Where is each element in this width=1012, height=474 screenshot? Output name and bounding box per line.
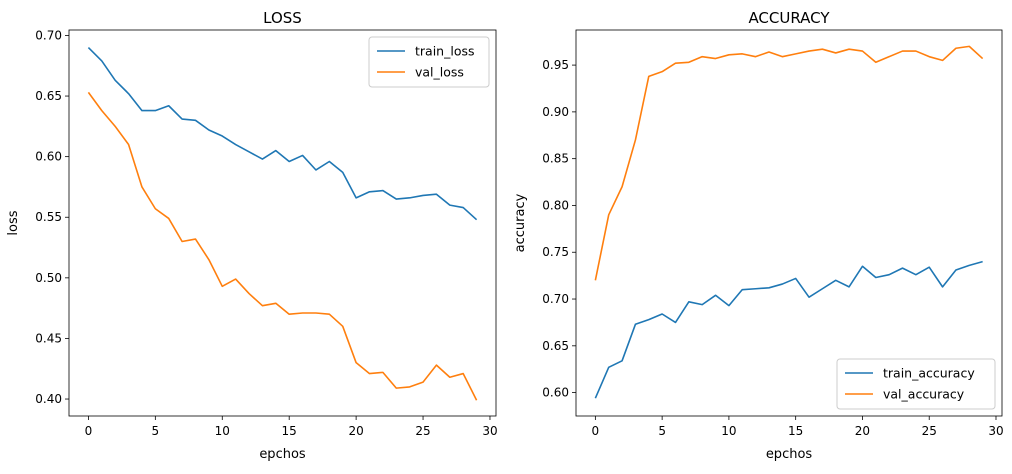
- accuracy-chart-ytick-label: 0.75: [542, 245, 569, 259]
- accuracy-chart: ACCURACY epchos accuracy 0 5 10 15 20 25 30 0.6…: [513, 9, 1004, 462]
- loss-chart-ytick-label: 0.50: [35, 271, 62, 285]
- loss-chart-xtick-label: 0: [85, 424, 93, 438]
- loss-chart-ytick-label: 0.65: [35, 89, 62, 103]
- series-line-train-loss: [87, 47, 478, 221]
- legend-label-val-accuracy: val_accuracy: [883, 387, 965, 402]
- loss-chart-xtick-label: 30: [482, 424, 497, 438]
- series-line-val-loss: [87, 91, 478, 401]
- legend-label-train-loss: train_loss: [415, 44, 475, 59]
- loss-chart-xlabel: epchos: [259, 447, 306, 462]
- accuracy-chart-xtick-label: 30: [988, 424, 1003, 438]
- accuracy-chart-ytick-label: 0.70: [542, 292, 569, 306]
- loss-chart-xtick-label: 5: [152, 424, 160, 438]
- loss-chart-plot-area: [68, 29, 497, 417]
- accuracy-chart-ytick-label: 0.60: [542, 386, 569, 400]
- accuracy-chart-xtick-label: 25: [922, 424, 937, 438]
- accuracy-chart-legend-box: [836, 358, 996, 410]
- loss-chart-ytick-label: 0.70: [35, 28, 62, 42]
- accuracy-chart-ytick-label: 0.80: [542, 198, 569, 212]
- accuracy-chart-title: ACCURACY: [748, 9, 830, 27]
- loss-chart-ytick-label: 0.55: [35, 210, 62, 224]
- loss-chart-ticks: 0 5 10 15 20 25 30 0.40 0.45 0.50 0.55 0.60 0.65 0.70: [35, 28, 497, 438]
- loss-chart: LOSS epchos loss 0 5 10 15 20 25 30 0.40 0.45 0.5…: [6, 9, 498, 462]
- accuracy-chart-ytick-label: 0.90: [542, 105, 569, 119]
- loss-chart-ytick-label: 0.40: [35, 392, 62, 406]
- legend-label-val-loss: val_loss: [415, 65, 464, 80]
- loss-chart-xtick-label: 15: [282, 424, 297, 438]
- loss-chart-ylabel: loss: [6, 210, 21, 235]
- accuracy-chart-axes-frame: [575, 29, 1003, 417]
- accuracy-chart-xtick-label: 10: [721, 424, 736, 438]
- series-line-val-accuracy: [594, 45, 984, 281]
- accuracy-chart-xlabel: epchos: [766, 447, 813, 462]
- loss-chart-xtick-label: 20: [348, 424, 363, 438]
- loss-chart-legend: train_loss val_loss: [368, 36, 490, 88]
- accuracy-chart-xtick-label: 0: [592, 424, 600, 438]
- accuracy-chart-ytick-label: 0.85: [542, 152, 569, 166]
- accuracy-chart-ytick-label: 0.95: [542, 58, 569, 72]
- legend-label-train-accuracy: train_accuracy: [883, 366, 975, 381]
- series-line-train-accuracy: [594, 260, 983, 399]
- accuracy-chart-plot-area: [575, 29, 1003, 417]
- loss-chart-xtick-label: 25: [415, 424, 430, 438]
- accuracy-chart-xtick-label: 5: [658, 424, 666, 438]
- accuracy-chart-xtick-label: 15: [788, 424, 803, 438]
- accuracy-chart-ylabel: accuracy: [513, 193, 528, 252]
- accuracy-chart-ytick-label: 0.65: [542, 339, 569, 353]
- accuracy-chart-xtick-label: 20: [855, 424, 870, 438]
- loss-chart-ytick-label: 0.60: [35, 150, 62, 164]
- loss-chart-axes-frame: [68, 29, 497, 417]
- accuracy-chart-ticks: 0 5 10 15 20 25 30 0.60 0.65 0.70 0.75 0.80 0.85 0.90…: [542, 58, 1003, 438]
- accuracy-chart-legend: train_accuracy val_accuracy: [836, 358, 996, 410]
- loss-chart-ytick-label: 0.45: [35, 331, 62, 345]
- loss-chart-title: LOSS: [263, 9, 302, 27]
- loss-chart-xtick-label: 10: [215, 424, 230, 438]
- loss-chart-legend-box: [368, 36, 490, 88]
